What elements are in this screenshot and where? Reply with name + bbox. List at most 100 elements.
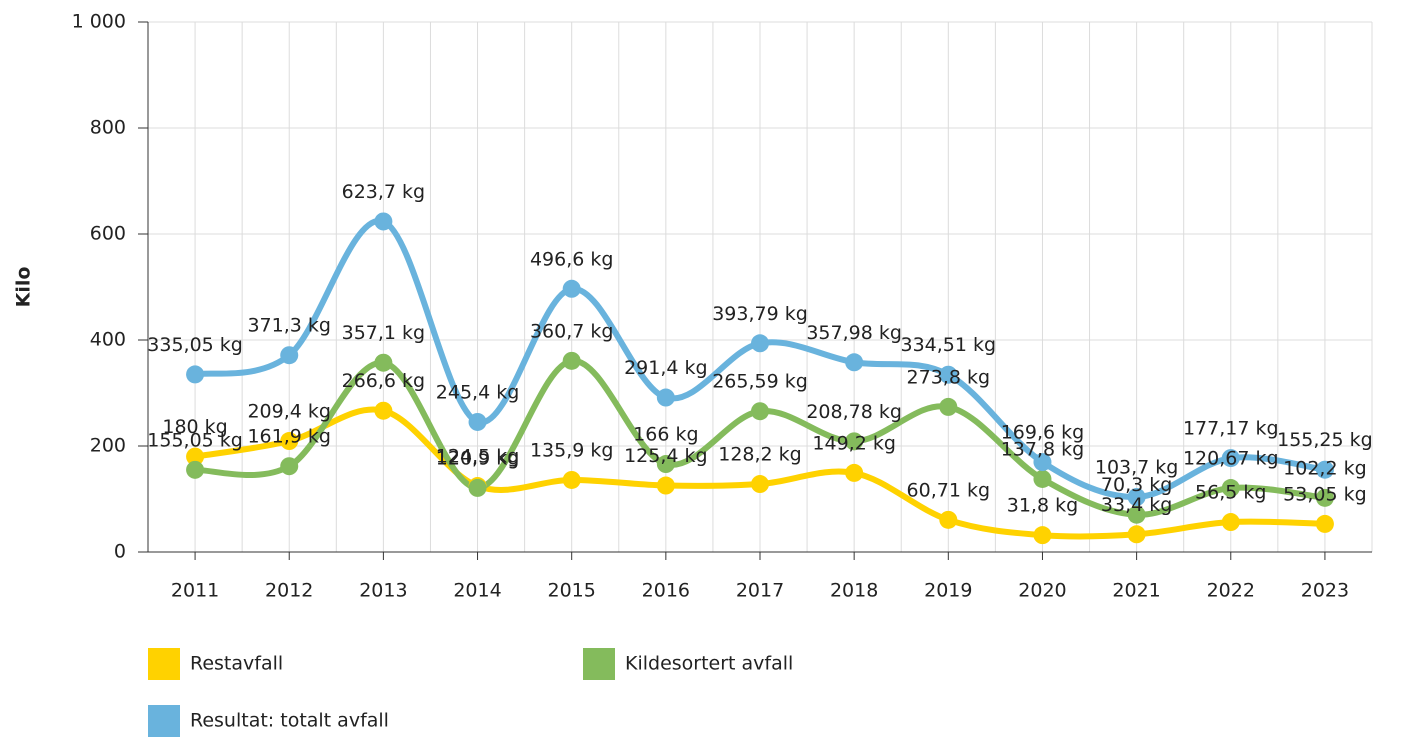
x-tick-label: 2011 xyxy=(171,580,219,602)
data-label: 209,4 kg xyxy=(247,401,331,423)
point xyxy=(1033,453,1052,472)
data-label: 291,4 kg xyxy=(624,357,708,379)
point xyxy=(1315,460,1334,479)
data-label: 357,1 kg xyxy=(342,322,426,344)
legend-label: Restavfall xyxy=(190,653,283,675)
data-label: 166 kg xyxy=(633,424,698,446)
point xyxy=(1127,525,1146,544)
data-label: 334,51 kg xyxy=(901,334,997,356)
y-axis-label: Kilo xyxy=(13,267,35,308)
legend-swatch xyxy=(148,705,180,737)
point xyxy=(1315,488,1334,507)
data-label: 124,5 kg xyxy=(436,446,520,468)
point xyxy=(280,346,299,365)
data-label: 53,05 kg xyxy=(1283,483,1367,505)
x-tick-label: 2022 xyxy=(1207,580,1255,602)
y-tick-label: 200 xyxy=(90,435,126,457)
data-label: 31,8 kg xyxy=(1007,495,1078,517)
x-tick-label: 2013 xyxy=(359,580,407,602)
data-label: 60,71 kg xyxy=(907,479,991,501)
data-label: 161,9 kg xyxy=(247,426,331,448)
x-tick-label: 2016 xyxy=(642,580,690,602)
data-label: 102,2 kg xyxy=(1283,457,1367,479)
point xyxy=(939,510,958,529)
data-label: 208,78 kg xyxy=(806,401,902,423)
point xyxy=(186,365,205,384)
data-label: 120,9 kg xyxy=(436,447,520,469)
point xyxy=(186,460,205,479)
point xyxy=(374,401,393,420)
y-tick-label: 400 xyxy=(90,329,126,351)
point xyxy=(562,279,581,298)
data-label: 33,4 kg xyxy=(1101,494,1172,516)
x-tick-label: 2015 xyxy=(548,580,596,602)
legend-swatch xyxy=(148,648,180,680)
point xyxy=(845,353,864,372)
y-tick-label: 1 000 xyxy=(72,11,126,33)
legend-swatch xyxy=(583,648,615,680)
point xyxy=(468,478,487,497)
data-label: 265,59 kg xyxy=(712,371,808,393)
point xyxy=(751,402,769,421)
point xyxy=(1033,469,1052,488)
data-label: 120,67 kg xyxy=(1183,448,1279,470)
data-label: 155,25 kg xyxy=(1277,429,1373,451)
data-label: 128,2 kg xyxy=(718,444,802,466)
point xyxy=(1221,513,1240,532)
point xyxy=(1221,479,1240,498)
data-label: 169,6 kg xyxy=(1001,422,1085,444)
point xyxy=(562,470,581,489)
data-label: 496,6 kg xyxy=(530,248,614,270)
point xyxy=(562,351,581,370)
data-label: 70,3 kg xyxy=(1101,474,1172,496)
point xyxy=(656,455,675,474)
point xyxy=(374,212,393,231)
data-label: 266,6 kg xyxy=(342,370,426,392)
point xyxy=(186,447,205,466)
point xyxy=(1033,526,1052,545)
point xyxy=(280,457,299,476)
x-tick-label: 2012 xyxy=(265,580,313,602)
data-label: 335,05 kg xyxy=(147,334,243,356)
point xyxy=(939,365,958,384)
data-label: 137,8 kg xyxy=(1001,438,1085,460)
y-tick-label: 0 xyxy=(114,541,126,563)
data-label: 393,79 kg xyxy=(712,303,808,325)
point xyxy=(280,432,299,451)
point xyxy=(751,334,769,353)
x-tick-label: 2017 xyxy=(736,580,784,602)
data-label: 273,8 kg xyxy=(907,366,991,388)
y-tick-label: 600 xyxy=(90,223,126,245)
legend-label: Resultat: totalt avfall xyxy=(190,710,389,732)
point xyxy=(468,412,487,431)
point xyxy=(656,476,675,495)
data-label: 360,7 kg xyxy=(530,320,614,342)
point xyxy=(939,397,958,416)
point xyxy=(656,388,675,407)
y-tick-label: 800 xyxy=(90,117,126,139)
data-label: 623,7 kg xyxy=(342,181,426,203)
x-tick-label: 2019 xyxy=(924,580,972,602)
legend-label: Kildesortert avfall xyxy=(625,653,793,675)
data-label: 357,98 kg xyxy=(806,322,902,344)
point xyxy=(374,353,393,372)
data-label: 245,4 kg xyxy=(436,381,520,403)
x-tick-label: 2023 xyxy=(1301,580,1349,602)
point xyxy=(1315,514,1334,533)
data-label: 177,17 kg xyxy=(1183,418,1279,440)
data-label: 149,2 kg xyxy=(812,432,896,454)
data-label: 155,05 kg xyxy=(147,429,243,451)
x-tick-label: 2018 xyxy=(830,580,878,602)
x-tick-label: 2014 xyxy=(453,580,501,602)
point xyxy=(845,432,864,451)
data-label: 125,4 kg xyxy=(624,445,708,467)
x-tick-label: 2021 xyxy=(1112,580,1160,602)
point xyxy=(751,475,769,494)
point xyxy=(845,463,864,482)
data-label: 56,5 kg xyxy=(1195,482,1266,504)
x-tick-label: 2020 xyxy=(1018,580,1066,602)
point xyxy=(1221,449,1240,468)
data-label: 371,3 kg xyxy=(247,315,331,337)
data-label: 103,7 kg xyxy=(1095,457,1179,479)
